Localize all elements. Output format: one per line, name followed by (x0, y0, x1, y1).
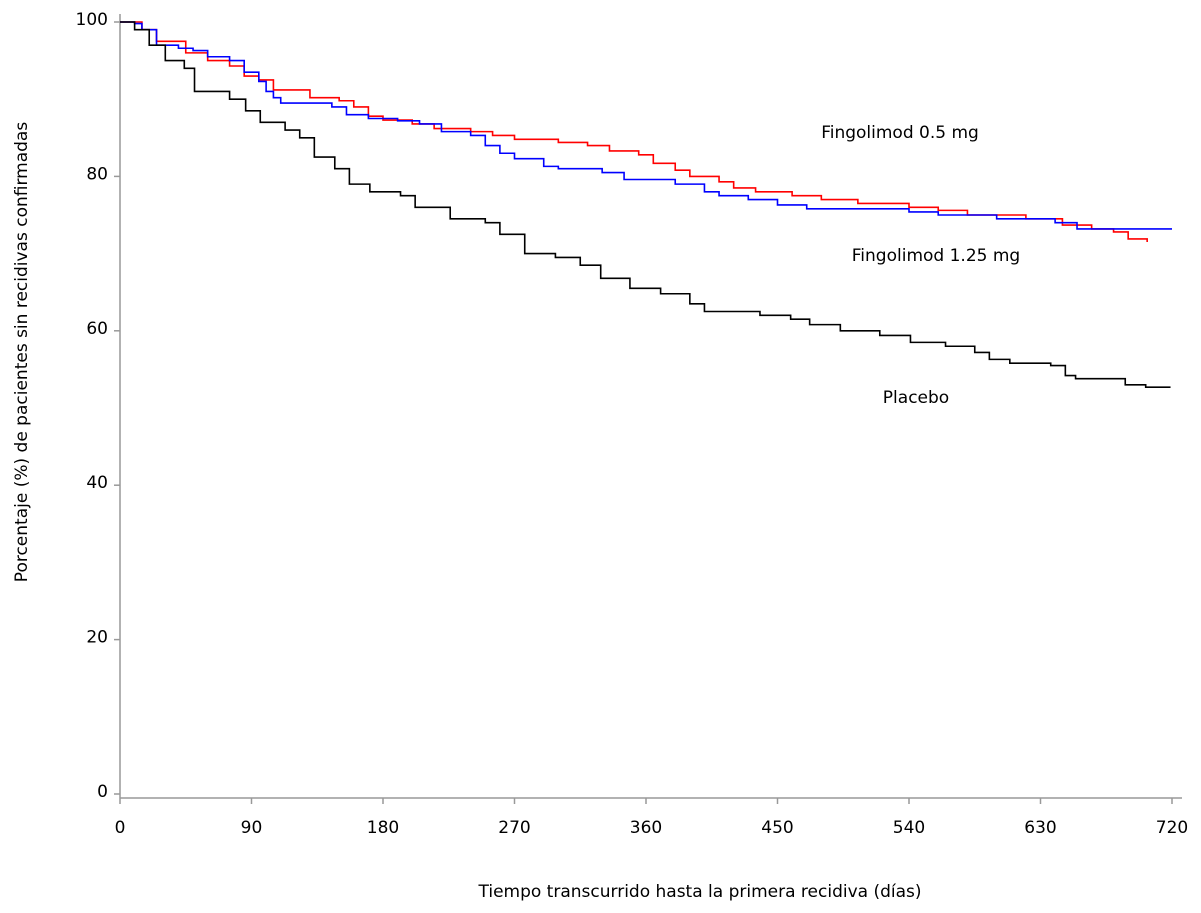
x-tick-label: 720 (1156, 818, 1188, 838)
y-tick-label: 100 (76, 10, 108, 30)
x-tick-label: 450 (761, 818, 793, 838)
series-label: Placebo (883, 388, 949, 408)
y-tick-label: 60 (86, 319, 108, 339)
x-tick-label: 180 (367, 818, 399, 838)
y-tick-label: 0 (97, 782, 108, 802)
survival-curve (120, 21, 1172, 230)
y-tick-label: 20 (86, 628, 108, 648)
x-tick-label: 90 (241, 818, 263, 838)
x-tick-label: 540 (893, 818, 925, 838)
x-tick-label: 360 (630, 818, 662, 838)
survival-curve (120, 21, 1148, 243)
x-axis-label: Tiempo transcurrido hasta la primera rec… (477, 882, 921, 902)
x-tick-label: 0 (115, 818, 126, 838)
x-tick-label: 630 (1024, 818, 1056, 838)
x-tick-label: 270 (498, 818, 530, 838)
y-axis-label: Porcentaje (%) de pacientes sin recidiva… (12, 122, 32, 583)
y-tick-label: 80 (86, 164, 108, 184)
series-label: Fingolimod 1.25 mg (852, 246, 1020, 266)
y-tick-label: 40 (86, 473, 108, 493)
survival-curve (120, 21, 1171, 388)
series-label: Fingolimod 0.5 mg (821, 123, 979, 143)
